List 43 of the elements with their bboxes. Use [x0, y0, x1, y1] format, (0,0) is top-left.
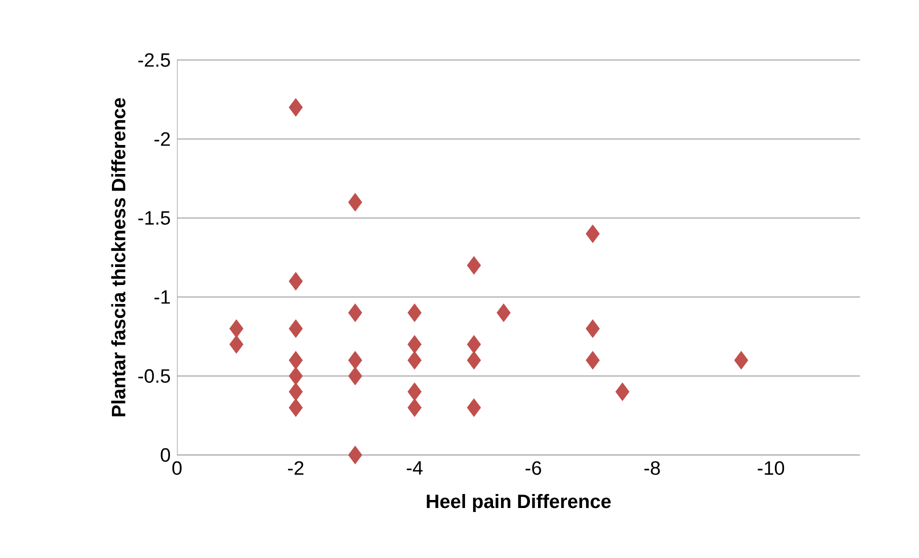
point: [288, 319, 303, 338]
x-tick-label: -2: [288, 461, 304, 475]
point: [467, 398, 481, 417]
point: [734, 351, 748, 370]
x-tick-label: -4: [406, 461, 423, 475]
y-tick-label: -2: [154, 132, 170, 146]
point: [288, 98, 303, 117]
point: [348, 304, 362, 322]
point: [408, 335, 422, 354]
y-tick-label: 0: [160, 448, 170, 462]
point: [586, 224, 600, 243]
point: [348, 366, 362, 386]
point: [467, 351, 481, 370]
x-axis-title: Heel pain Difference: [426, 494, 611, 512]
point: [467, 256, 481, 275]
point: [467, 335, 481, 354]
x-tick-label: -8: [644, 461, 660, 475]
point: [229, 335, 244, 354]
y-axis-title: Plantar fascia thickness Difference: [111, 98, 126, 416]
point: [586, 351, 600, 370]
point: [348, 351, 362, 370]
point: [408, 382, 422, 401]
y-tick-label: -2.5: [138, 53, 170, 67]
y-tick-label: -1: [154, 290, 170, 304]
point: [288, 398, 303, 417]
point: [229, 319, 244, 338]
point: [348, 446, 362, 464]
point: [586, 319, 600, 338]
point: [408, 304, 422, 322]
point: [288, 272, 303, 290]
y-tick-label: -1.5: [138, 211, 170, 225]
x-tick-label: -10: [758, 461, 784, 475]
point: [288, 351, 303, 370]
point: [348, 193, 362, 212]
y-tick-label: -0.5: [138, 369, 170, 383]
point: [496, 304, 511, 322]
point: [408, 351, 422, 370]
point: [288, 382, 303, 401]
x-tick-label: -6: [526, 461, 542, 475]
point: [408, 398, 422, 417]
point: [288, 366, 303, 386]
x-tick-label: 0: [172, 461, 182, 475]
point: [615, 382, 630, 401]
